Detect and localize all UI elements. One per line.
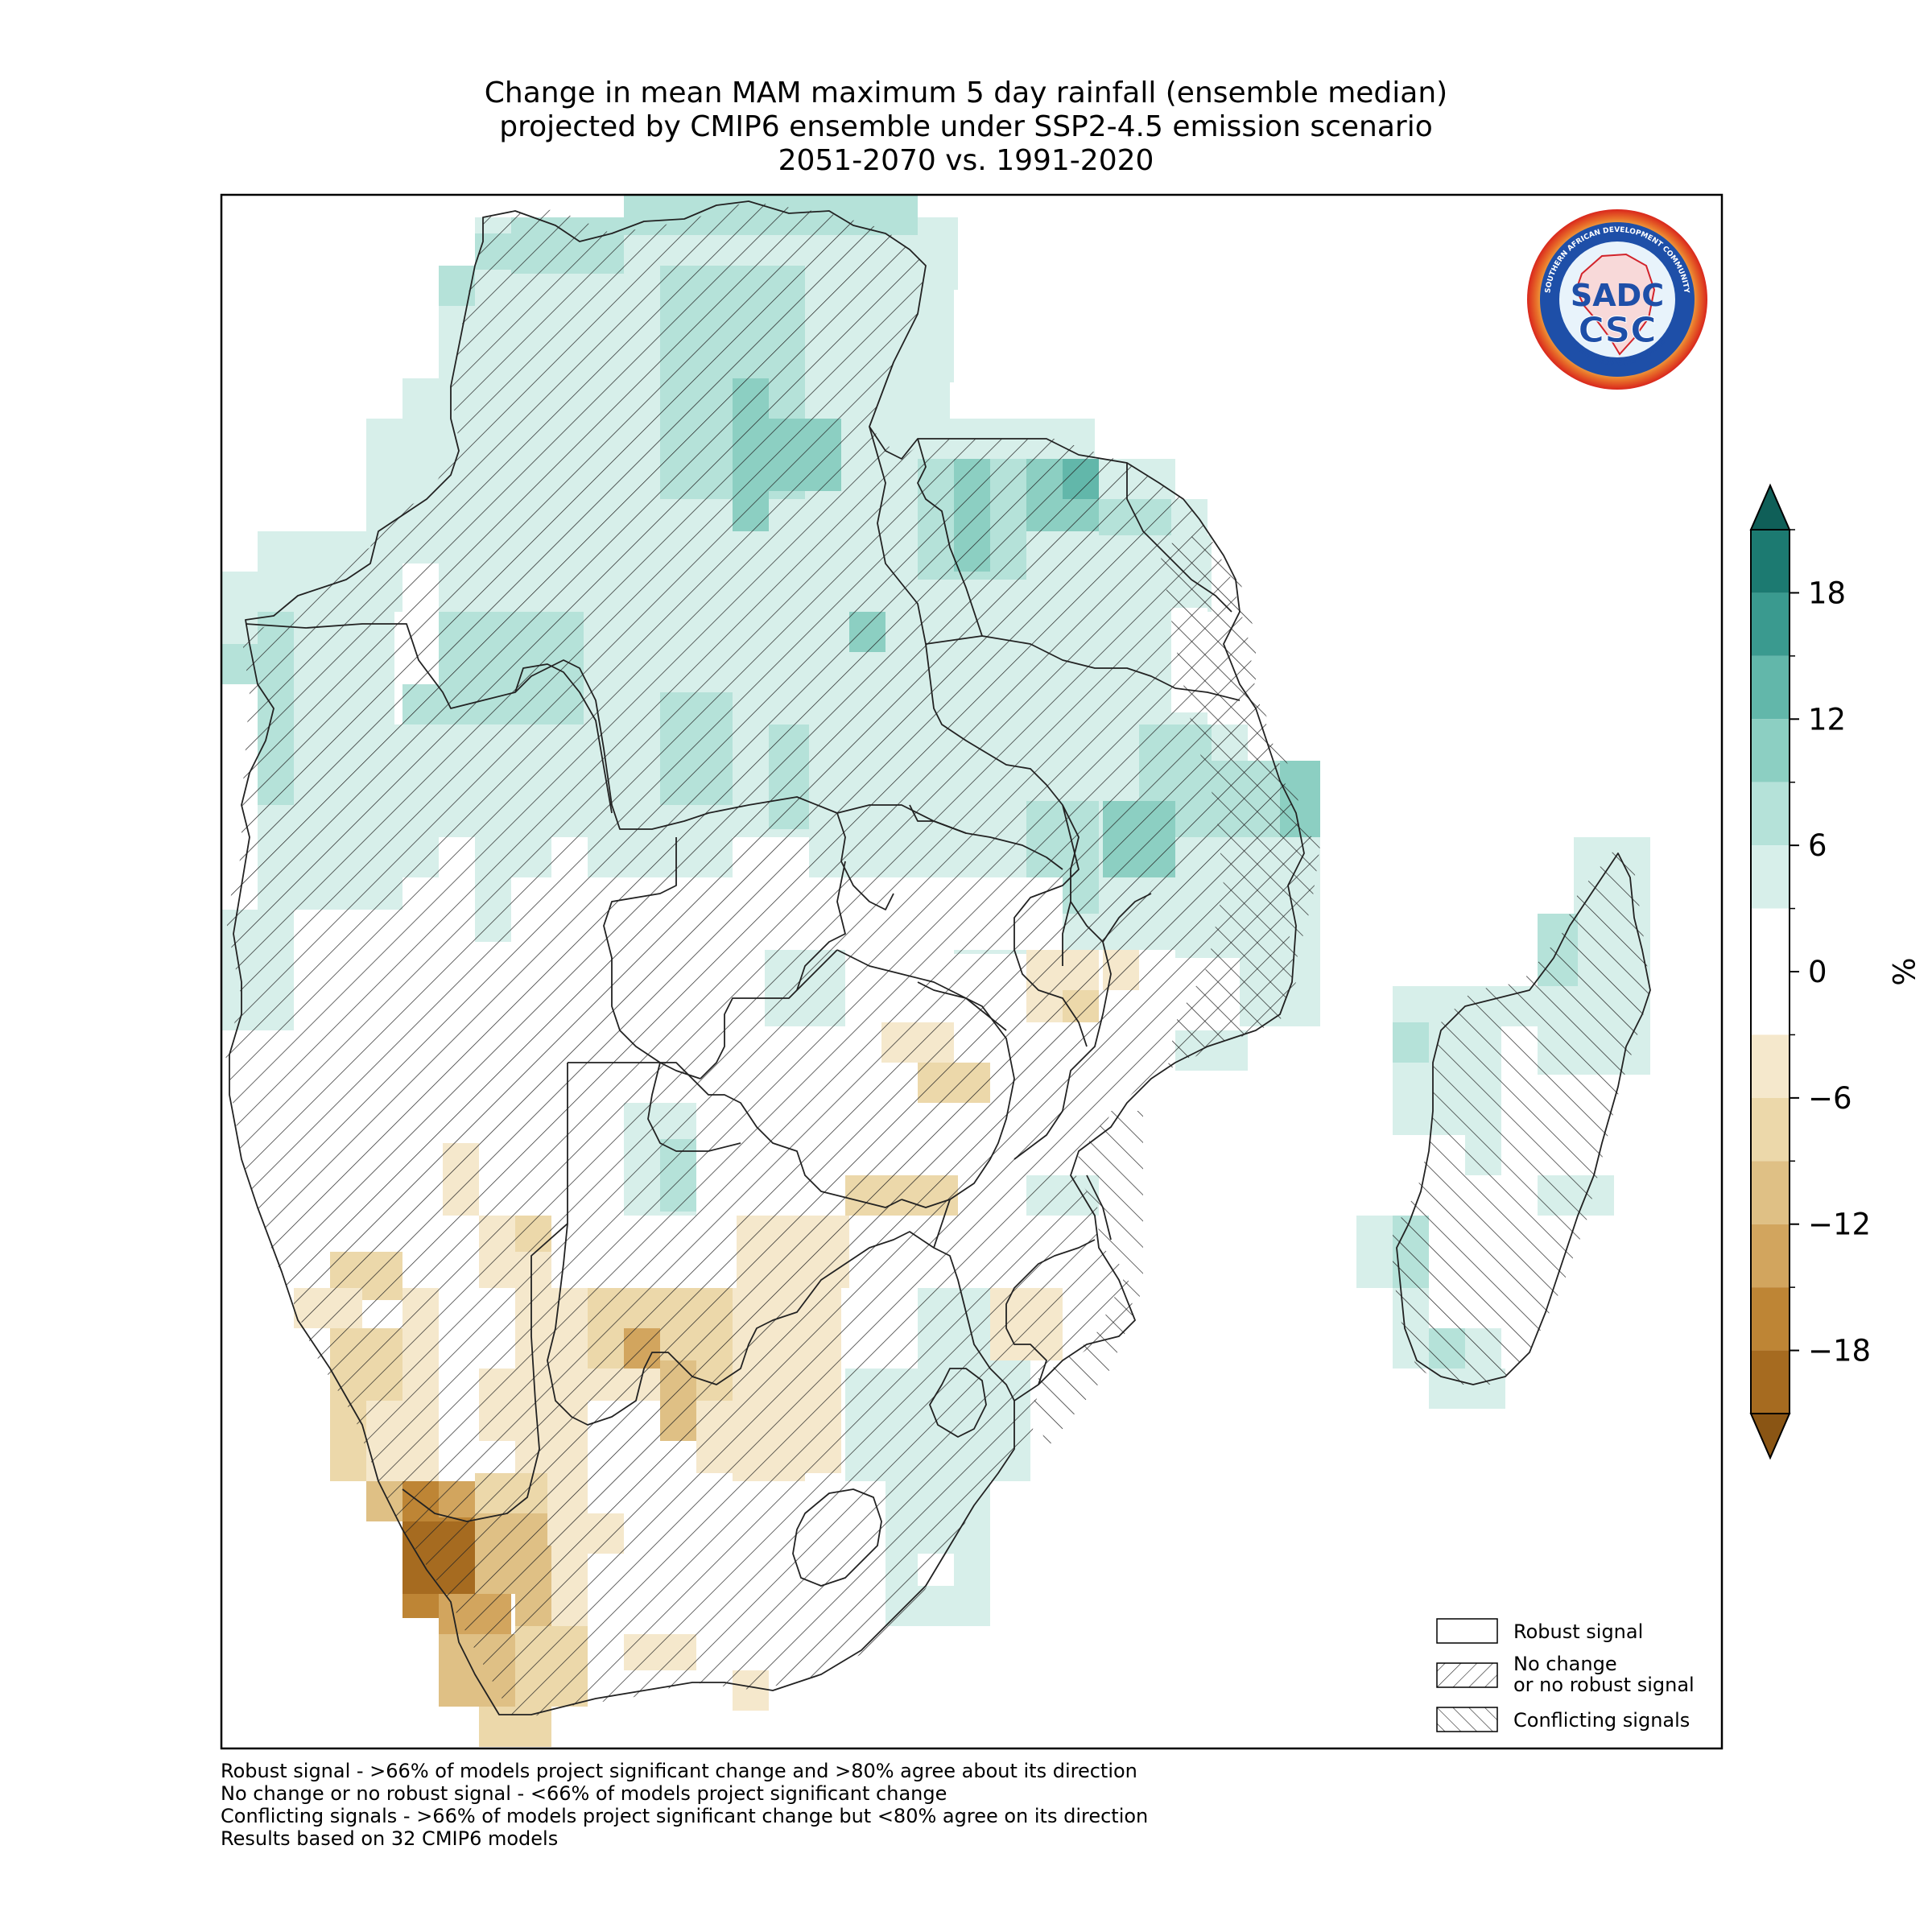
colorbar-tick-label: 12 (1808, 702, 1846, 737)
colorbar-tick-label: −18 (1808, 1334, 1871, 1368)
border-9 (1013, 804, 1088, 1047)
title-line-3: 2051-2070 vs. 1991-2020 (778, 144, 1154, 177)
colorbar-bin (1751, 592, 1790, 656)
colorbar-bin (1751, 719, 1790, 782)
colorbar-bin (1751, 845, 1790, 909)
legend-label-conflicting: Conflicting signals (1513, 1709, 1690, 1732)
colorbar-bin (1751, 1034, 1790, 1098)
map-title: Change in mean MAM maximum 5 day rainfal… (0, 76, 1932, 178)
colorbar: 18 12 6 0 −6 −12 −18 % (1749, 483, 1922, 1460)
border-7 (836, 812, 894, 910)
border-17 (547, 1223, 1015, 1426)
grid-cell (1393, 1022, 1429, 1063)
coastline-mainland (229, 200, 1305, 1715)
legend-swatch-no-change (1436, 1662, 1498, 1688)
footnote-line: Conflicting signals - >66% of models pro… (221, 1805, 1149, 1827)
colorbar-bin (1751, 1224, 1790, 1288)
grid-cell (330, 1441, 366, 1481)
hatch-region-mainland (225, 201, 1320, 1723)
footnote-line: Results based on 32 CMIP6 models (221, 1827, 559, 1850)
colorbar-extend-max (1749, 483, 1791, 530)
colorbar-bin (1751, 1097, 1790, 1162)
border-23 (1086, 1174, 1112, 1241)
map-area (221, 195, 1651, 1747)
logo-center-bottom: CSC (1578, 310, 1656, 351)
border-6 (1126, 463, 1232, 613)
border-19 (1005, 1239, 1096, 1385)
border-12 (603, 837, 701, 1080)
africa-outline-icon (1575, 253, 1656, 356)
border-18 (933, 1199, 951, 1249)
border-15 (836, 949, 1015, 1208)
colorbar-tick-label: 6 (1808, 828, 1827, 863)
colorbar-tick-label: 18 (1808, 576, 1846, 610)
border-2 (514, 663, 613, 814)
border-22 (917, 981, 1007, 1031)
footnote-line: Robust signal - >66% of models project s… (221, 1760, 1137, 1782)
hatching-madagascar (1393, 845, 1650, 1385)
map-frame (220, 193, 1724, 1750)
border-4 (925, 635, 1241, 701)
legend-label-robust: Robust signal (1513, 1620, 1643, 1643)
border-14 (568, 1062, 902, 1208)
footnotes: Robust signal - >66% of models project s… (221, 1760, 1148, 1850)
colorbar-bin (1751, 1161, 1790, 1224)
hatch-legend: Robust signal No change or no robust sig… (1436, 1618, 1695, 1732)
footnote-line: No change or no robust signal - <66% of … (221, 1782, 947, 1805)
colorbar-bin (1751, 655, 1790, 720)
border-11 (1102, 893, 1152, 943)
border-21 (909, 804, 1063, 870)
hatch-region-madagascar (1393, 845, 1650, 1385)
colorbar-unit-label: % (1888, 957, 1922, 985)
hatch-region-conflicting (1159, 531, 1320, 1071)
eswatini-border (929, 1368, 987, 1438)
title-line-2: projected by CMIP6 ensemble under SSP2-4… (499, 110, 1433, 143)
colorbar-bin (1751, 1287, 1790, 1351)
border-10 (1013, 901, 1112, 1160)
colorbar-tick-label: 0 (1808, 955, 1827, 989)
colorbar-extend-min (1749, 1413, 1791, 1460)
legend-label-no-change-line2: or no robust signal (1513, 1674, 1695, 1696)
lesotho-border (792, 1488, 882, 1587)
legend-label-no-change-line1: No change (1513, 1653, 1617, 1675)
colorbar-tick-label: −12 (1808, 1208, 1871, 1242)
legend-swatch-robust (1436, 1618, 1498, 1644)
logo-center-top: SADC (1571, 278, 1664, 313)
colorbar-tick-label: −6 (1808, 1081, 1852, 1116)
colorbar-bin (1751, 530, 1790, 593)
border-13 (700, 949, 838, 1080)
border-5 (917, 438, 983, 637)
colorbar-bins (1751, 530, 1790, 1414)
title-line-1: Change in mean MAM maximum 5 day rainfal… (484, 76, 1448, 109)
border-3 (869, 426, 1080, 966)
border-20 (647, 1062, 741, 1152)
border-8 (796, 861, 846, 991)
country-borders (229, 200, 1305, 1715)
colorbar-ticks: 18 12 6 0 −6 −12 −18 (1790, 529, 1871, 1368)
border-1 (245, 623, 967, 834)
sadc-csc-logo: SADC CSC SOUTHERN AFRICAN DEVELOPMENT CO… (1527, 209, 1707, 390)
colorbar-bin (1751, 782, 1790, 846)
border-16 (402, 1063, 568, 1522)
legend-swatch-conflicting (1436, 1707, 1498, 1732)
colorbar-bin (1751, 908, 1790, 1035)
coastline-madagascar (1396, 852, 1651, 1385)
colorbar-bin (1751, 1350, 1790, 1414)
